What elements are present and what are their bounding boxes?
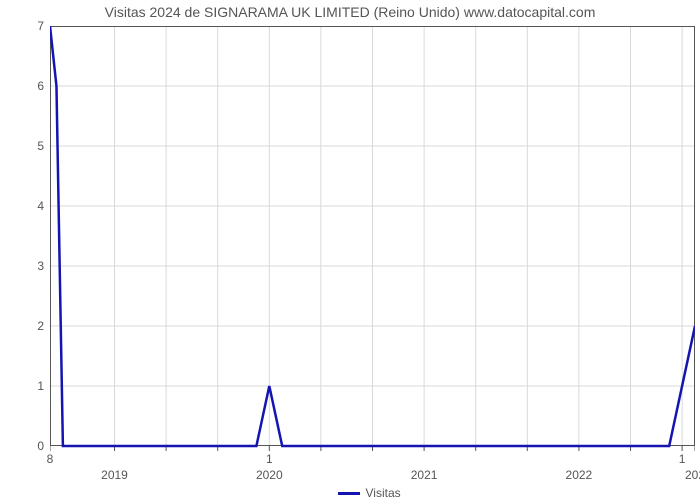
x-tick-year-label: 2019 <box>101 468 128 482</box>
plot-area <box>50 26 695 454</box>
legend-label: Visitas <box>366 486 401 500</box>
chart-container: Visitas 2024 de SIGNARAMA UK LIMITED (Re… <box>0 0 700 500</box>
x-tick-year-label: 202 <box>685 468 700 482</box>
legend: Visitas <box>338 486 401 500</box>
x-tick-year-label: 2020 <box>256 468 283 482</box>
x-tick-month-label: 1 <box>679 452 686 466</box>
x-tick-month-label: 8 <box>47 452 54 466</box>
legend-swatch <box>338 492 360 495</box>
y-tick-label: 4 <box>37 199 44 213</box>
y-tick-label: 5 <box>37 139 44 153</box>
x-tick-month-label: 1 <box>266 452 273 466</box>
x-tick-year-label: 2022 <box>566 468 593 482</box>
y-tick-label: 0 <box>37 439 44 453</box>
y-tick-label: 6 <box>37 79 44 93</box>
y-tick-label: 2 <box>37 319 44 333</box>
chart-title: Visitas 2024 de SIGNARAMA UK LIMITED (Re… <box>0 4 700 20</box>
y-tick-label: 1 <box>37 379 44 393</box>
x-tick-year-label: 2021 <box>411 468 438 482</box>
y-tick-label: 3 <box>37 259 44 273</box>
y-tick-label: 7 <box>37 19 44 33</box>
